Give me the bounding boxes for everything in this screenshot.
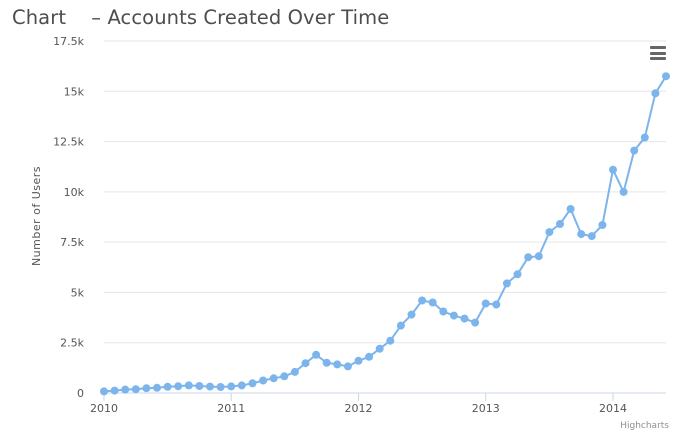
series: [100, 72, 670, 396]
data-point: [492, 300, 501, 309]
data-point: [354, 356, 363, 365]
data-point: [174, 382, 183, 391]
data-point: [587, 232, 596, 241]
data-point: [396, 321, 405, 330]
data-point: [449, 311, 458, 320]
data-point: [502, 279, 511, 288]
data-point: [375, 344, 384, 353]
y-tick-label: 12.5k: [53, 136, 84, 149]
data-point: [566, 205, 575, 213]
data-point: [184, 381, 193, 390]
y-tick-label: 2.5k: [60, 337, 84, 350]
hamburger-menu-icon-bar: [650, 57, 666, 60]
data-point: [301, 359, 310, 368]
data-point: [651, 89, 660, 98]
data-point: [259, 376, 268, 385]
data-point: [407, 310, 416, 319]
grid-lines: [104, 40, 666, 344]
data-point: [142, 384, 151, 393]
data-point: [513, 270, 522, 279]
y-tick-label: 0: [77, 387, 84, 400]
data-point: [333, 360, 342, 369]
data-point: [630, 146, 639, 155]
data-point: [237, 381, 246, 390]
data-point: [110, 386, 119, 395]
x-tick-label: 2014: [599, 402, 627, 415]
x-tick-label: 2012: [344, 402, 372, 415]
data-point: [153, 383, 161, 392]
data-point: [418, 296, 427, 305]
y-tick-label: 10k: [64, 186, 85, 199]
data-point: [471, 318, 480, 327]
data-point: [428, 298, 437, 307]
x-tick-label: 2013: [472, 402, 500, 415]
data-point: [163, 382, 172, 391]
data-point: [386, 336, 395, 345]
data-point: [312, 350, 321, 359]
data-point: [227, 382, 236, 391]
data-point: [269, 374, 278, 383]
data-point: [662, 72, 670, 81]
data-point: [365, 352, 374, 361]
data-point: [481, 299, 490, 308]
credits-link[interactable]: Highcharts: [620, 421, 669, 431]
data-point: [343, 362, 352, 371]
data-point: [131, 385, 140, 394]
data-point: [556, 220, 564, 228]
x-tick-label: 2010: [90, 402, 118, 415]
data-point: [619, 187, 628, 196]
data-point: [598, 221, 607, 229]
data-point: [216, 383, 225, 391]
data-point: [290, 367, 299, 376]
y-tick-label: 17.5k: [53, 35, 84, 48]
hamburger-menu-icon-bar: [650, 51, 666, 55]
y-axis-label: Number of Users: [30, 166, 43, 266]
chart-menu-button[interactable]: [648, 44, 668, 62]
data-point: [640, 133, 649, 142]
chart-title-main: – Accounts Created Over Time: [91, 6, 390, 29]
data-point: [609, 165, 617, 174]
data-point: [524, 253, 533, 262]
data-point: [534, 252, 543, 261]
data-point: [577, 230, 586, 239]
hamburger-menu-icon: [650, 46, 666, 49]
data-point: [206, 382, 214, 391]
data-point: [545, 228, 554, 237]
y-tick-label: 5k: [71, 286, 85, 299]
chart-title-prefix: Chart: [12, 6, 67, 29]
data-point: [195, 382, 204, 390]
data-point: [248, 379, 257, 388]
data-point: [322, 358, 331, 367]
data-point: [121, 385, 130, 394]
data-point: [280, 372, 289, 381]
data-point: [460, 314, 469, 323]
x-tick-label: 2011: [217, 402, 245, 415]
chart-title: Chart – Accounts Created Over Time: [12, 6, 389, 29]
data-point: [439, 307, 448, 316]
y-tick-label: 15k: [64, 85, 85, 98]
data-point: [100, 387, 108, 396]
y-tick-label: 7.5k: [60, 236, 84, 249]
axes: 0 2.5k 5k 7.5k 10k 12.5k 15k 17.5k 2010 2011 2012 2…: [53, 35, 666, 415]
